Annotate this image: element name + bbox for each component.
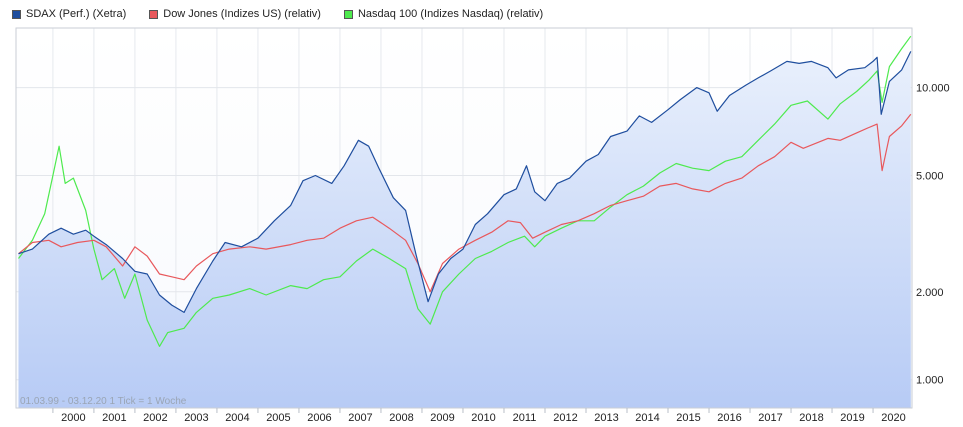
x-tick-label: 2006	[307, 412, 331, 424]
legend-label-dow-jones: Dow Jones (Indizes US) (relativ)	[163, 8, 321, 20]
x-tick-label: 2013	[594, 412, 618, 424]
series-line-nasdaq	[18, 35, 912, 347]
y-tick-label: 1.000	[916, 375, 944, 387]
x-tick-label: 2004	[225, 412, 249, 424]
x-tick-label: 2018	[799, 412, 823, 424]
legend-label-nasdaq: Nasdaq 100 (Indizes Nasdaq) (relativ)	[357, 8, 544, 20]
legend-swatch-nasdaq	[343, 9, 353, 19]
area-fill	[18, 51, 911, 409]
x-tick-label: 2017	[758, 412, 782, 424]
x-tick-label: 2012	[553, 412, 577, 424]
legend-swatch-dow-jones	[149, 9, 159, 19]
sdax-area	[18, 51, 911, 409]
y-tick-label: 10.000	[916, 83, 950, 95]
x-tick-label: 2011	[513, 412, 537, 424]
y-tick-label: 2.000	[916, 287, 944, 299]
legend-item-sdax[interactable]: SDAX (Perf.) (Xetra)	[12, 8, 126, 20]
plot-border	[15, 27, 913, 409]
x-tick-label: 2003	[184, 412, 208, 424]
chart-note: 01.03.99 - 03.12.20 1 Tick = 1 Woche	[20, 396, 187, 407]
legend-swatch-sdax	[12, 9, 21, 19]
x-tick-label: 2007	[348, 412, 372, 424]
x-tick-label: 2005	[266, 412, 290, 424]
x-tick-label: 2015	[676, 412, 700, 424]
series-line-dow-jones	[18, 113, 912, 293]
x-tick-label: 2020	[881, 412, 905, 424]
x-axis: 2000 2001 2002 2003 2004 2005 2006 2007 2008 2009…	[52, 408, 906, 424]
x-tick-label: 2019	[840, 412, 864, 424]
x-tick-label: 2016	[717, 412, 741, 424]
legend: SDAX (Perf.) (Xetra) Dow Jones (Indizes …	[12, 6, 566, 22]
series-line-sdax	[18, 51, 912, 313]
series-lines	[18, 35, 912, 347]
legend-item-dow-jones[interactable]: Dow Jones (Indizes US) (relativ)	[149, 8, 321, 20]
legend-item-nasdaq[interactable]: Nasdaq 100 (Indizes Nasdaq) (relativ)	[343, 8, 544, 20]
x-tick-label: 2014	[635, 412, 659, 424]
x-tick-label: 2010	[471, 412, 495, 424]
x-tick-label: 2001	[102, 412, 126, 424]
y-tick-label: 5.000	[916, 171, 944, 183]
x-tick-label: 2000	[61, 412, 85, 424]
x-tick-label: 2009	[430, 412, 454, 424]
x-tick-label: 2002	[143, 412, 167, 424]
legend-label-sdax: SDAX (Perf.) (Xetra)	[26, 8, 127, 20]
y-axis: 1.000 2.000 5.000 10.000	[916, 83, 950, 387]
x-tick-label: 2008	[389, 412, 413, 424]
